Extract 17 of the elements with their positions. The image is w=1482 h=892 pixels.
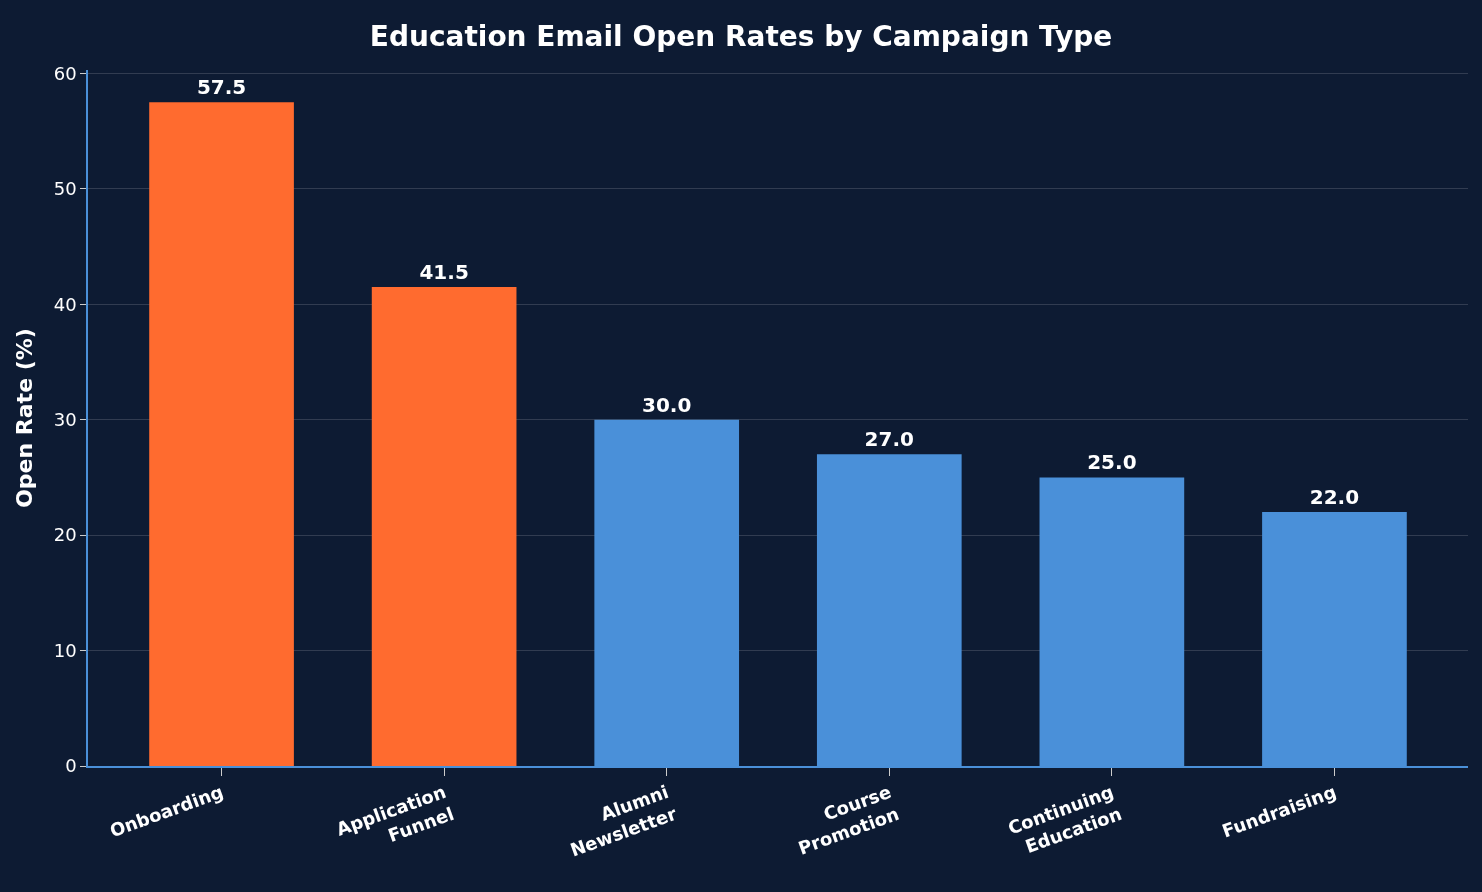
bar: [149, 102, 294, 766]
y-tick-label: 50: [53, 178, 77, 200]
chart-title: Education Email Open Rates by Campaign Type: [369, 20, 1113, 54]
y-tick-label: 60: [53, 62, 77, 84]
data-label: 41.5: [419, 260, 469, 284]
y-tick-label: 0: [65, 755, 77, 777]
y-tick-label: 10: [53, 639, 77, 661]
bar: [371, 287, 517, 766]
data-label: 22.0: [1309, 485, 1360, 510]
y-tick-label: 40: [53, 293, 77, 315]
y-tick-label: 20: [53, 524, 77, 546]
data-label: 30.0: [642, 392, 692, 417]
data-label: 27.0: [864, 427, 914, 452]
data-label: 57.5: [196, 75, 247, 100]
y-axis-title: Open Rate (%): [12, 328, 38, 508]
y-tick-label: 30: [53, 409, 77, 431]
data-label: 25.0: [1087, 450, 1137, 475]
